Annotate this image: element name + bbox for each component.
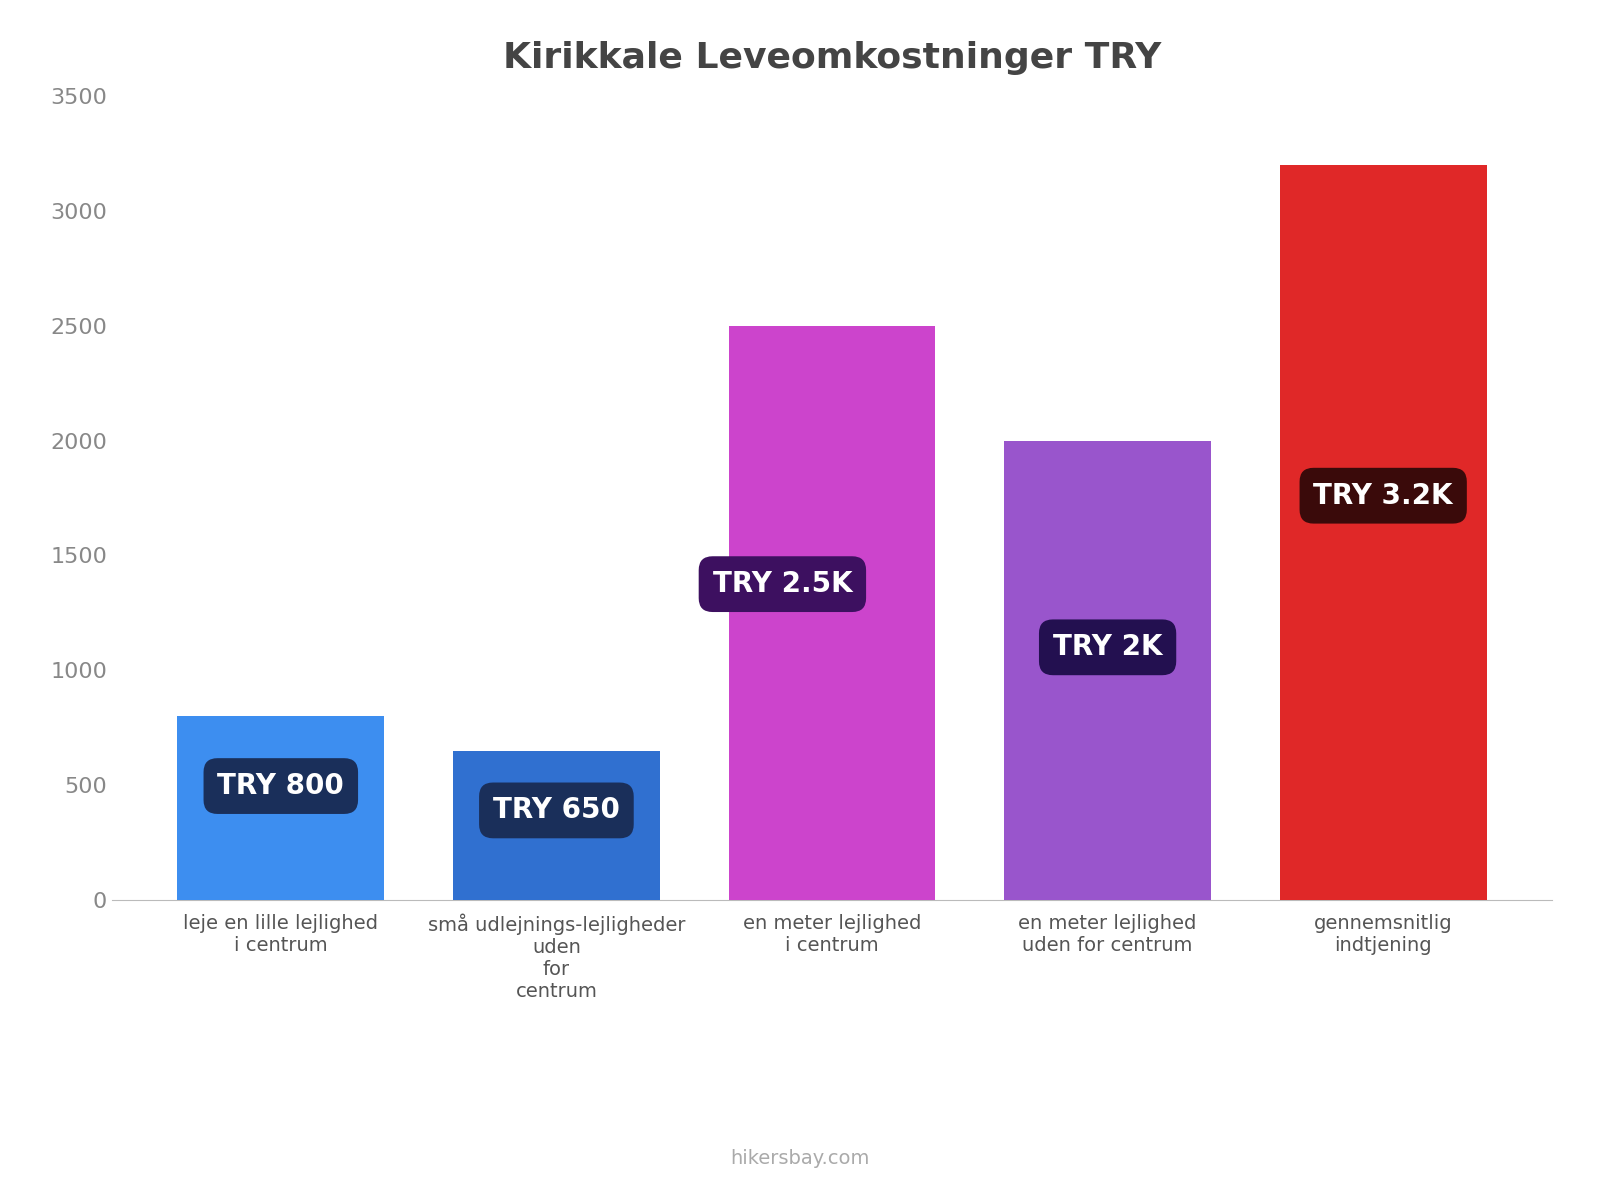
Text: TRY 3.2K: TRY 3.2K: [1314, 481, 1453, 510]
Text: TRY 800: TRY 800: [218, 772, 344, 800]
Text: TRY 2.5K: TRY 2.5K: [712, 570, 853, 598]
Text: TRY 2K: TRY 2K: [1053, 634, 1162, 661]
Text: hikersbay.com: hikersbay.com: [730, 1148, 870, 1168]
Bar: [1005, 440, 1211, 900]
Bar: [178, 716, 384, 900]
Bar: [728, 325, 936, 900]
Bar: [453, 751, 659, 900]
Text: TRY 650: TRY 650: [493, 797, 619, 824]
Bar: [1280, 164, 1486, 900]
Title: Kirikkale Leveomkostninger TRY: Kirikkale Leveomkostninger TRY: [502, 41, 1162, 76]
